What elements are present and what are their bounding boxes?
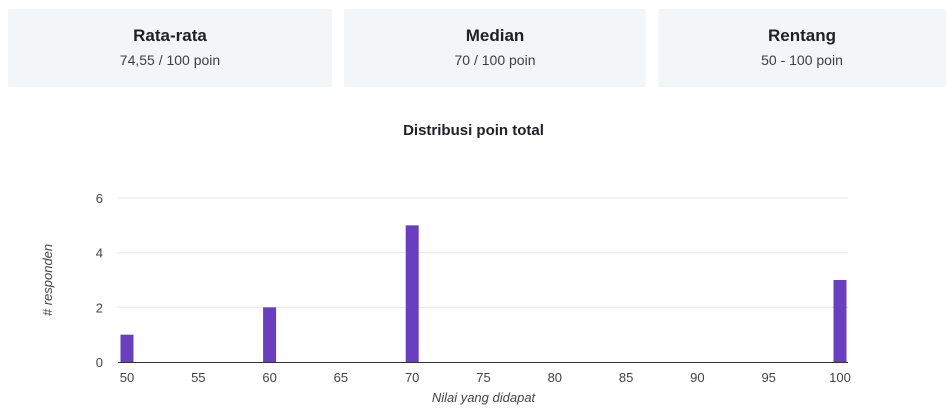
x-tick-label: 50 — [120, 370, 134, 385]
bar-60[interactable] — [263, 307, 277, 362]
summary-stats: Rata-rata 74,55 / 100 poin Median 70 / 1… — [8, 9, 946, 87]
y-tick-label: 2 — [96, 300, 103, 315]
x-tick-label: 95 — [761, 370, 775, 385]
chart-svg: 0 2 4 6 50 55 60 65 70 75 80 85 90 95 100 Nilai yang … — [40, 191, 851, 405]
chart-title: Distribusi poin total — [403, 122, 544, 139]
y-axis-label: # responden — [40, 244, 55, 316]
x-axis-label: Nilai yang didapat — [432, 390, 537, 405]
bars — [120, 225, 847, 362]
bar-50[interactable] — [120, 334, 134, 362]
x-tick-label: 55 — [191, 370, 205, 385]
x-tick-label: 75 — [476, 370, 490, 385]
stat-value-median: 70 / 100 poin — [454, 52, 536, 68]
stat-title-range: Rentang — [768, 26, 836, 45]
y-tick-label: 0 — [96, 355, 103, 370]
x-tick-label: 65 — [334, 370, 348, 385]
x-tick-label: 85 — [619, 370, 633, 385]
x-tick-labels: 50 55 60 65 70 75 80 85 90 95 100 — [120, 370, 851, 385]
y-tick-label: 4 — [96, 246, 103, 261]
stat-title-median: Median — [465, 26, 525, 45]
x-tick-label: 70 — [405, 370, 419, 385]
score-distribution-chart: Distribusi poin total 0 2 4 6 50 55 60 65 70 75 8… — [0, 110, 947, 410]
y-tick-labels: 0 2 4 6 — [96, 191, 103, 370]
stat-title-mean: Rata-rata — [133, 26, 207, 45]
stat-value-mean: 74,55 / 100 poin — [119, 52, 221, 68]
grid-lines — [118, 197, 848, 308]
y-tick-label: 6 — [96, 191, 103, 206]
x-tick-label: 80 — [548, 370, 562, 385]
stat-card-mean: Rata-rata 74,55 / 100 poin — [8, 9, 332, 87]
x-tick-label: 60 — [262, 370, 276, 385]
x-tick-label: 100 — [829, 370, 851, 385]
stat-value-range: 50 - 100 poin — [761, 52, 843, 68]
stat-card-range: Rentang 50 - 100 poin — [658, 9, 946, 87]
bar-70[interactable] — [405, 225, 419, 362]
bar-100[interactable] — [833, 280, 847, 362]
x-tick-label: 90 — [690, 370, 704, 385]
stat-card-median: Median 70 / 100 poin — [344, 9, 646, 87]
